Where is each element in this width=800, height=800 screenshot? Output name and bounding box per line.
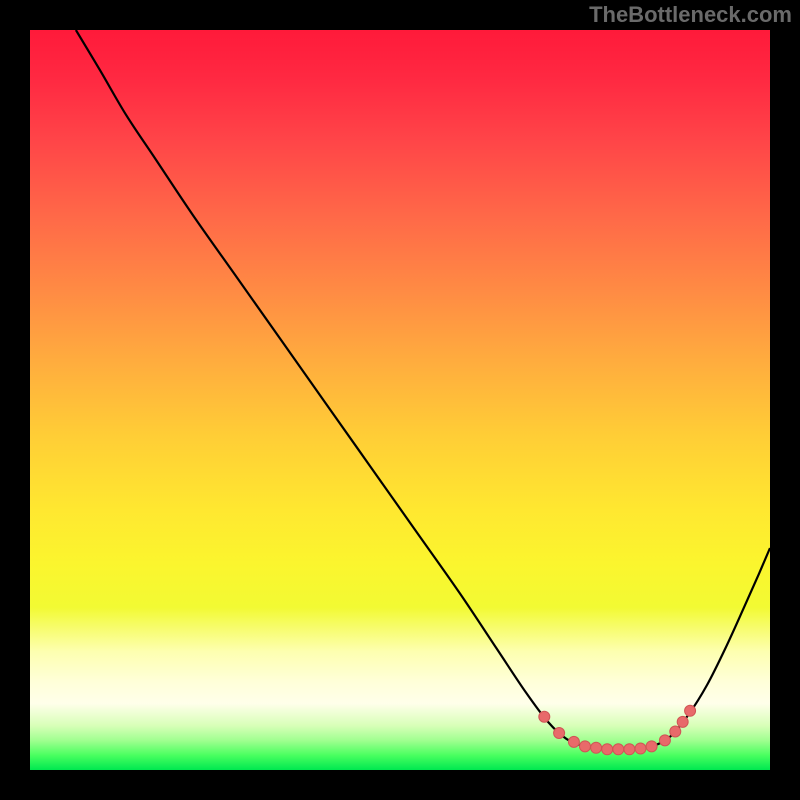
marker-point <box>670 726 681 737</box>
marker-point <box>539 711 550 722</box>
marker-point <box>580 741 591 752</box>
marker-point <box>624 744 635 755</box>
marker-point <box>591 742 602 753</box>
marker-point <box>554 728 565 739</box>
marker-point <box>646 741 657 752</box>
plot-area <box>30 30 770 770</box>
marker-point <box>568 736 579 747</box>
marker-group <box>539 705 696 754</box>
curve-layer <box>30 30 770 770</box>
watermark-text: TheBottleneck.com <box>589 2 792 28</box>
marker-point <box>659 735 670 746</box>
marker-point <box>602 744 613 755</box>
marker-point <box>685 705 696 716</box>
marker-point <box>635 743 646 754</box>
chart-container: TheBottleneck.com <box>0 0 800 800</box>
marker-point <box>677 716 688 727</box>
marker-point <box>613 744 624 755</box>
bottleneck-curve <box>76 30 770 750</box>
